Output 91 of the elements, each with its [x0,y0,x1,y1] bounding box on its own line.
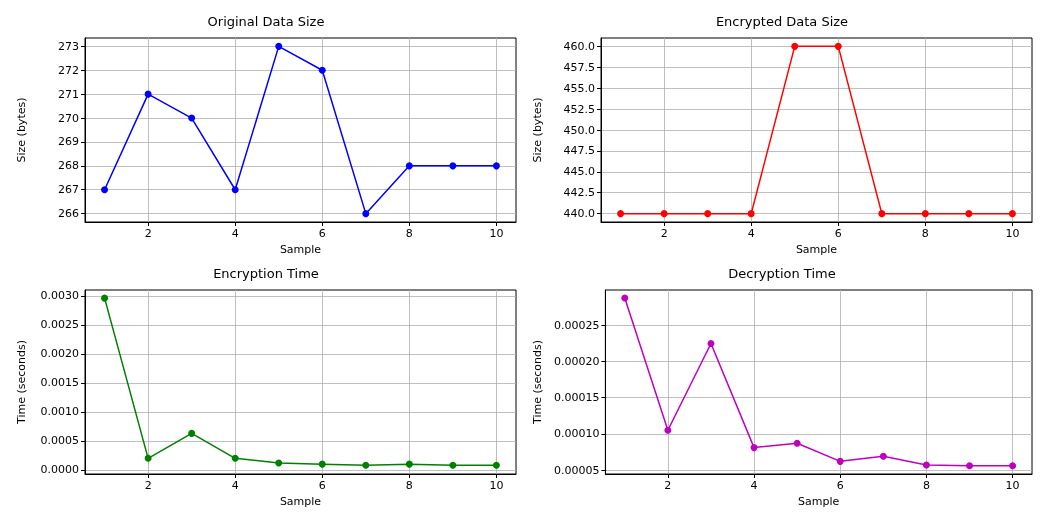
chart-title: Original Data Size [207,14,325,29]
y-axis-title: Time (seconds) [531,340,544,425]
x-tick-label: 4 [750,479,758,492]
y-tick-label: 268 [58,159,79,173]
x-axis-title: Sample [798,495,840,508]
x-axis-title: Sample [279,243,322,256]
point [318,66,326,74]
x-tick-label: 6 [834,227,842,240]
y-tick-label: 457.5 [563,60,595,74]
y-tick-label: 271 [58,87,79,101]
point [707,340,715,347]
y-tick-label: 0.00025 [553,318,600,332]
x-tick-label: 8 [922,479,930,492]
x-tick-label: 2 [660,227,668,240]
y-tick-label: 273 [58,39,79,53]
point [621,294,629,302]
point [1009,462,1017,470]
y-tick-label: 267 [58,183,79,197]
y-tick-label: 266 [58,207,79,221]
point [362,461,370,469]
point [449,461,457,469]
point [449,162,457,170]
point [231,454,239,462]
y-axis-title: Time (seconds) [15,340,28,425]
point [405,460,413,468]
y-tick-label: 442.5 [563,186,595,200]
y-tick-label: 272 [58,63,79,77]
point [793,439,801,447]
y-tick-label: 0.0010 [40,405,79,419]
point [231,186,239,194]
point [836,457,844,465]
point [966,462,974,470]
chart-title: Encrypted Data Size [715,14,849,29]
y-tick-label: 0.0000 [40,463,79,477]
x-tick-label: 4 [747,227,755,240]
x-tick-label: 6 [318,227,326,240]
y-tick-label: 0.0015 [40,376,79,390]
x-tick-label: 10 [489,227,504,240]
point [188,114,196,122]
y-tick-label: 0.00020 [553,355,600,369]
y-axis-title: Size (bytes) [531,97,544,163]
y-tick-label: 450.0 [563,123,595,137]
x-tick-label: 4 [231,479,239,492]
x-tick-label: 4 [231,227,239,240]
x-tick-label: 10 [489,479,504,492]
point [879,452,887,460]
x-tick-label: 2 [664,479,672,492]
point [922,461,930,469]
x-tick-label: 6 [836,479,844,492]
y-tick-label: 0.0025 [40,318,79,332]
point [275,459,283,467]
x-tick-label: 10 [1005,479,1020,492]
point [144,454,152,462]
x-tick-label: 2 [144,479,152,492]
y-tick-label: 0.0030 [40,289,79,303]
chart-title: Decryption Time [728,266,836,281]
y-tick-label: 0.00015 [553,391,600,405]
x-axis-title: Sample [795,243,838,256]
x-axis-title: Sample [279,495,322,508]
point [492,461,500,469]
y-tick-label: 0.00010 [553,427,600,441]
x-tick-label: 8 [405,479,413,492]
x-tick-label: 2 [144,227,152,240]
y-axis-title: Size (bytes) [15,97,28,163]
y-tick-label: 452.5 [563,102,595,116]
y-tick-label: 270 [58,111,79,125]
point [144,90,152,98]
point [101,294,109,302]
y-tick-label: 0.0005 [40,434,79,448]
point [492,162,500,170]
point [405,162,413,170]
x-tick-label: 10 [1005,227,1020,240]
y-tick-label: 455.0 [563,81,595,95]
point [101,186,109,194]
y-tick-label: 460.0 [563,39,595,53]
point [318,460,326,468]
y-tick-label: 269 [58,135,79,149]
x-tick-label: 6 [318,479,326,492]
y-tick-label: 0.00005 [553,463,600,477]
point [664,426,672,434]
y-tick-label: 0.0020 [40,347,79,361]
x-tick-label: 8 [405,227,413,240]
chart-title: Encryption Time [213,266,319,281]
point [362,210,370,218]
point [275,42,283,50]
y-tick-label: 447.5 [563,144,595,158]
x-tick-label: 8 [921,227,929,240]
point [750,444,758,452]
point [188,429,196,437]
y-tick-label: 440.0 [563,207,595,221]
y-tick-label: 445.0 [563,165,595,179]
